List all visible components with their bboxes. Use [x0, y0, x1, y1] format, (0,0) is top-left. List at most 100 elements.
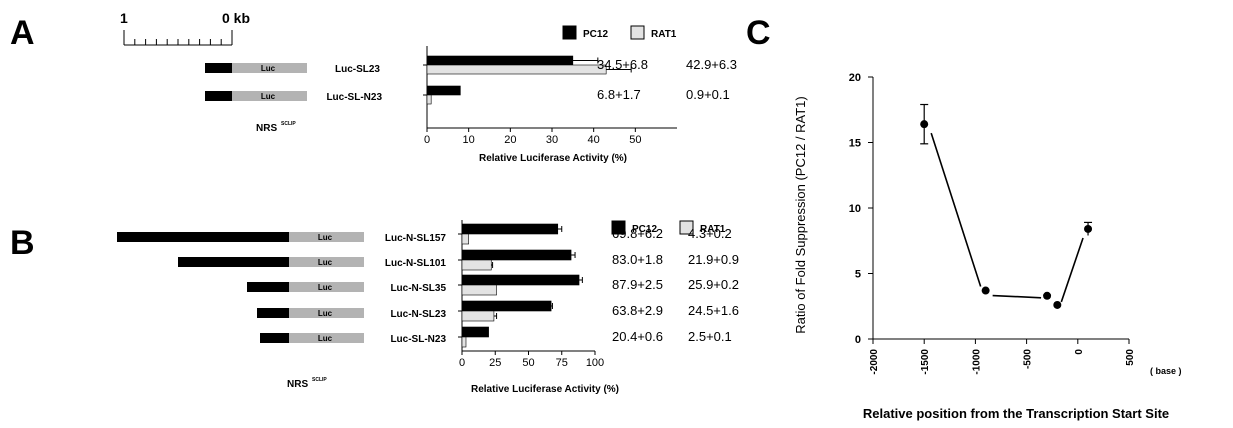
luc-box — [232, 91, 307, 101]
bar-rat1 — [461, 336, 467, 348]
x-tick-label: -2000 — [869, 349, 880, 375]
value-annotation-pc12: 6.8+1.7 — [597, 87, 641, 102]
construct-name: Luc-N-SL23 — [390, 309, 446, 320]
region-label: NRS — [256, 123, 277, 134]
x-tick-label: 10 — [463, 134, 475, 146]
region-sup-label: SCLIP — [312, 377, 327, 383]
legend-label-rat1: RAT1 — [651, 29, 677, 40]
x-tick-label: -1500 — [920, 349, 931, 375]
panel-label-b: B — [10, 224, 35, 262]
promoter-bar — [117, 232, 289, 242]
x-tick-label: 50 — [629, 134, 641, 146]
panel-c: Ratio of Fold Suppression (PC12 / RAT1) … — [793, 72, 1182, 421]
region-label-b: NRS SCLIP — [287, 377, 327, 390]
luc-label: Luc — [261, 64, 276, 73]
data-point — [981, 286, 990, 295]
panel-label-c: C — [746, 14, 771, 52]
panel-b: Luc Luc-N-SL157 Luc Luc-N-SL101 Luc Luc-N-SL3… — [117, 220, 739, 395]
value-annotation-pc12: 63.8+2.9 — [612, 303, 663, 318]
series-line — [992, 294, 1042, 299]
luc-box — [289, 232, 364, 242]
bar-pc12 — [461, 300, 552, 312]
legend-label-rat1: RAT1 — [700, 224, 726, 235]
bar-rat1 — [461, 233, 469, 245]
luc-label: Luc — [318, 334, 333, 343]
x-tick-label: 30 — [546, 134, 558, 146]
x-tick-label: 50 — [522, 357, 534, 369]
luc-box — [289, 282, 364, 292]
construct-name: Luc-SL23 — [335, 64, 380, 75]
promoter-bar — [257, 308, 289, 318]
construct-name: Luc-N-SL157 — [385, 233, 447, 244]
data-point — [1053, 300, 1062, 309]
x-tick-label: 40 — [588, 134, 600, 146]
x-tick-label: 20 — [504, 134, 516, 146]
x-tick-label: -500 — [1023, 349, 1034, 369]
bar-pc12 — [461, 223, 559, 235]
x-tick-label: 0 — [1074, 349, 1085, 355]
bar-pc12 — [461, 274, 580, 286]
construct-name: Luc-N-SL101 — [385, 258, 447, 269]
x-tick-label: -1000 — [971, 349, 982, 375]
construct-name: Luc-N-SL35 — [390, 283, 446, 294]
value-annotation-rat1: 0.9+0.1 — [686, 87, 730, 102]
region-label: NRS — [287, 379, 308, 390]
promoter-bar — [205, 63, 232, 73]
luc-label: Luc — [318, 258, 333, 267]
x-tick-label: 25 — [489, 357, 501, 369]
panel-label-a: A — [10, 14, 35, 52]
region-label-a: NRS SCLIP — [256, 121, 296, 134]
luc-box — [289, 308, 364, 318]
chart-b: 0 25 50 75 100 69.8+6.2 4.3+0.2 83.0+1.8 21.9+0.… — [458, 220, 739, 369]
luc-box — [289, 333, 364, 343]
luc-label: Luc — [261, 92, 276, 101]
panel-a: 1 0 kb Luc Luc-SL23 Luc Luc-SL-N23 NRS SCLI… — [120, 10, 737, 164]
series-line — [1060, 237, 1084, 303]
legend-a: PC12 RAT1 — [562, 25, 677, 40]
legend-swatch-pc12 — [611, 220, 626, 235]
bar-pc12 — [426, 85, 461, 96]
scale-bar-left-label: 1 — [120, 10, 128, 26]
bar-rat1 — [461, 259, 492, 271]
bar-pc12 — [461, 326, 489, 338]
value-annotation-rat1: 2.5+0.1 — [688, 329, 732, 344]
constructs-a: Luc Luc-SL23 Luc Luc-SL-N23 — [205, 63, 382, 103]
value-annotation-pc12: 83.0+1.8 — [612, 252, 663, 267]
x-tick-label: 500 — [1125, 349, 1136, 366]
promoter-bar — [247, 282, 289, 292]
chart-c: 0 5 10 15 20 -2000 -1500 -1000 -500 0 500 — [849, 72, 1136, 375]
chart-a: 0 10 20 30 40 50 34.5+6.8 42.9+6.3 6.8+1.7 0.9+0.… — [423, 46, 737, 146]
construct-name: Luc-SL-N23 — [390, 334, 446, 345]
luc-label: Luc — [318, 283, 333, 292]
promoter-bar — [260, 333, 289, 343]
legend-label-pc12: PC12 — [632, 224, 657, 235]
x-axis-unit-c: ( base ) — [1150, 366, 1182, 376]
luc-box — [289, 257, 364, 267]
luc-label: Luc — [318, 233, 333, 242]
legend-label-pc12: PC12 — [583, 29, 608, 40]
y-tick-label: 5 — [855, 269, 861, 281]
value-annotation-rat1: 4.3+0.2 — [688, 226, 732, 241]
value-annotation-pc12: 69.8+6.2 — [612, 226, 663, 241]
data-point — [1043, 291, 1052, 300]
value-annotation-rat1: 42.9+6.3 — [686, 57, 737, 72]
bar-pc12 — [426, 55, 574, 66]
value-annotation-pc12: 34.5+6.8 — [597, 57, 648, 72]
y-tick-label: 0 — [855, 334, 861, 346]
x-tick-label: 75 — [556, 357, 568, 369]
series-line — [930, 132, 982, 287]
x-tick-label: 100 — [586, 357, 604, 369]
construct-name: Luc-SL-N23 — [326, 92, 382, 103]
y-tick-label: 20 — [849, 72, 861, 84]
y-tick-label: 15 — [849, 138, 861, 150]
legend-swatch-pc12 — [562, 25, 577, 40]
value-annotation-rat1: 21.9+0.9 — [688, 252, 739, 267]
x-axis-label-a: Relative Luciferase Activity (%) — [479, 153, 627, 164]
scale-bar-right-label: 0 kb — [222, 10, 250, 26]
scale-bar-ticks — [123, 30, 233, 45]
y-axis-label-c: Ratio of Fold Suppression (PC12 / RAT1) — [793, 96, 808, 333]
value-annotation-rat1: 25.9+0.2 — [688, 277, 739, 292]
bar-rat1 — [426, 94, 432, 105]
x-axis-label-c: Relative position from the Transcription… — [863, 406, 1169, 421]
